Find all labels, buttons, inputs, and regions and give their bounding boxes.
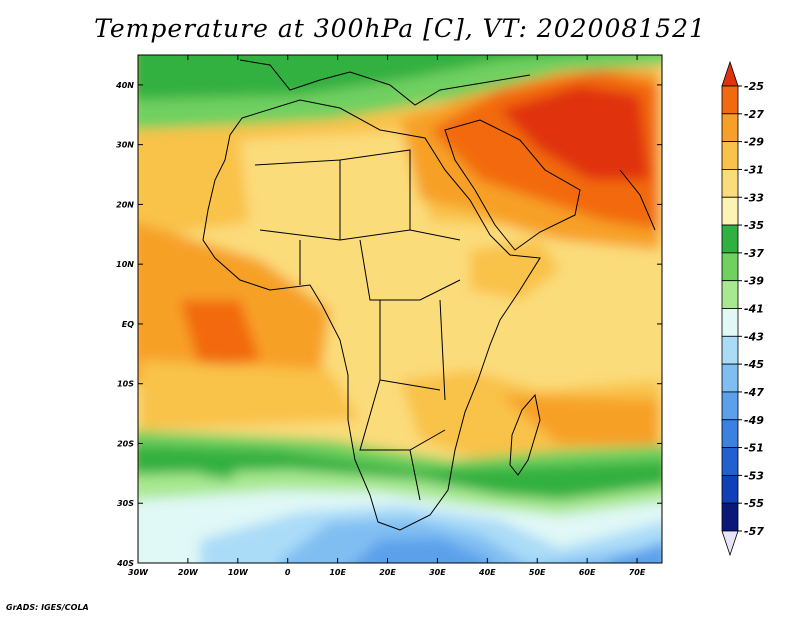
colorbar-label: -27 [744,108,764,121]
temperature-map: 30W 20W 10W 0 10E 20E 30E 40E 50E 60E 70E 40N 30N 20… [115,54,764,577]
colorbar-segment [721,169,739,198]
colorbar-segment [721,280,739,309]
lat-tick-label: 30N [116,141,134,150]
colorbar-segment [721,224,739,254]
colorbar-label: -39 [744,275,764,288]
lat-tick-label: 40N [115,81,134,90]
india-coastline [619,169,656,231]
colorbar-segment [721,419,739,448]
latitude-ticks: 40N 30N 20N 10N EQ 10S 20S 30S 40S [115,81,662,568]
lon-tick-label: 20W [178,568,199,577]
colorbar-label: -33 [744,191,764,204]
map-frame [137,54,663,564]
lon-tick-label: 40E [478,568,496,577]
colorbar-segment [721,196,739,226]
lat-tick-label: 30S [117,499,134,508]
lat-tick-label: 10N [116,260,134,269]
colorbar-label: -51 [744,442,764,455]
longitude-ticks: 30W 20W 10W 0 10E 20E 30E 40E 50E 60E 70E [128,55,646,577]
madagascar-coastline [509,393,541,476]
colorbar-label: -43 [744,330,764,343]
colorbar-label: -35 [744,219,764,232]
lon-tick-label: 60E [579,568,596,577]
colorbar-segment [721,141,739,170]
lon-tick-label: 10W [228,568,249,577]
lat-tick-label: EQ [122,320,134,329]
colorbar-label: -55 [744,497,764,510]
colorbar-segment [721,252,739,282]
temperature-field [138,55,662,563]
lon-tick-label: 50E [529,568,546,577]
colorbar-segment [721,85,739,115]
colorbar-label: -37 [744,247,764,260]
colorbar-label: -31 [744,163,764,176]
colorbar-segment [721,335,739,365]
colorbar-segment [721,391,739,421]
colorbar-segment [721,502,739,532]
credit-text: GrADS: IGES/COLA [6,603,89,612]
colorbar-label: -47 [744,386,764,399]
colorbar-segment [721,308,739,337]
arabia-coastline [444,119,581,251]
lon-tick-label: 10E [329,568,346,577]
colorbar-label: -25 [744,80,764,93]
colorbar-segment [721,474,739,504]
map-title: Temperature at 300hPa [C], VT: 202008152… [94,14,706,43]
colorbar-segment [721,113,739,143]
lat-tick-label: 20S [117,439,134,448]
colorbar-label: -53 [744,469,764,482]
lat-tick-label: 20N [116,200,134,209]
colorbar-label: -45 [744,358,764,371]
colorbar-label: -41 [744,303,764,316]
lon-tick-label: 30E [429,568,446,577]
colorbar-segment [721,447,739,476]
colorbar-top-triangle [721,60,739,87]
lat-tick-label: 10S [117,380,134,389]
colorbar-segment [721,363,739,393]
colorbar-label: -49 [744,414,764,427]
lon-tick-label: 30W [128,568,149,577]
lon-tick-label: 20E [379,568,396,577]
europe-coastline [239,59,531,106]
lon-tick-label: 0 [285,568,291,577]
lat-tick-label: 40S [116,559,134,568]
lon-tick-label: 70E [629,568,646,577]
colorbar-bottom-triangle [721,530,739,557]
coastline-outlines [202,59,656,531]
colorbar: -25 -27 -29 -31 -33 -35 -37 -39 -41 -43 -45 -47 -49 -… [721,60,764,557]
africa-coastline [202,99,541,531]
colorbar-label: -29 [744,136,764,149]
colorbar-label: -57 [744,525,764,538]
